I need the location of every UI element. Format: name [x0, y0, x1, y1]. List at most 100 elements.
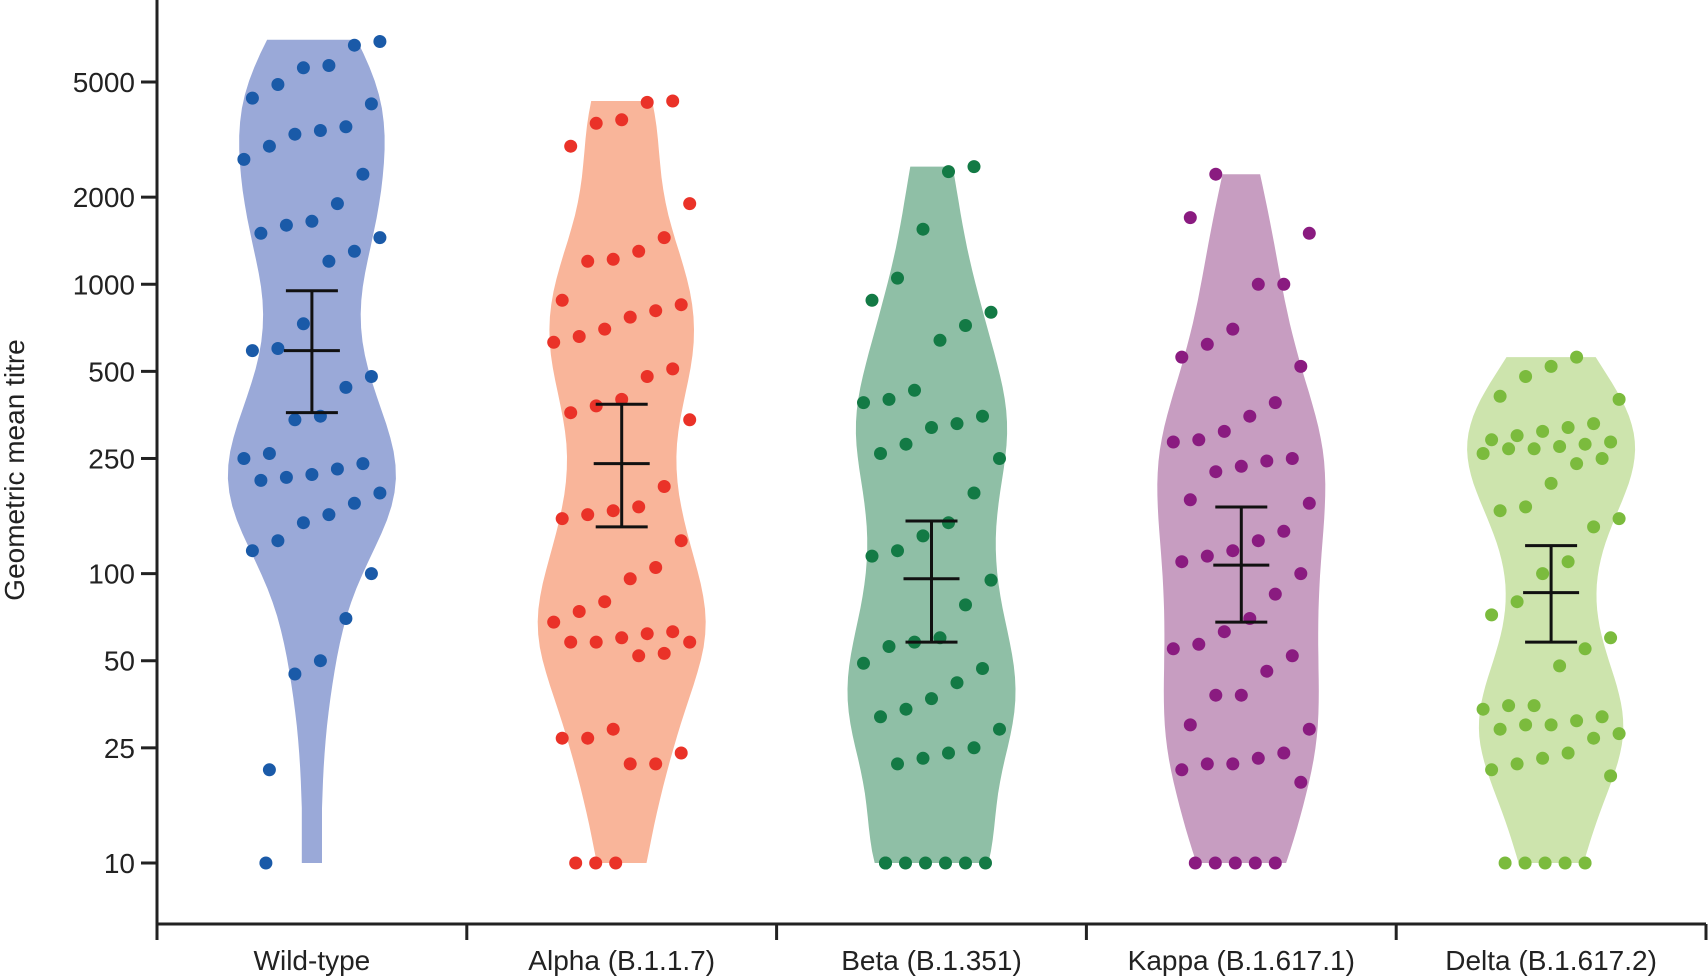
data-point	[1248, 856, 1262, 870]
y-ticks: 10 25 50 100 250 500 1000 2000 5000	[73, 67, 157, 879]
data-point	[1183, 493, 1197, 507]
data-point	[288, 127, 302, 141]
data-point	[555, 293, 569, 307]
data-point	[1519, 500, 1533, 514]
data-point	[296, 516, 310, 530]
y-tick-label: 250	[88, 443, 135, 474]
data-point	[606, 504, 620, 518]
data-point	[1536, 751, 1550, 765]
data-point	[959, 319, 972, 332]
data-point	[1485, 763, 1499, 777]
data-point	[1544, 718, 1558, 732]
data-point	[891, 271, 904, 285]
data-point	[1217, 424, 1231, 438]
data-point	[330, 197, 344, 211]
y-tick-label: 5000	[73, 67, 135, 98]
data-point	[254, 473, 268, 487]
data-point	[1485, 608, 1499, 622]
data-point	[649, 304, 663, 318]
data-point	[1175, 350, 1189, 364]
data-point	[1228, 856, 1242, 870]
data-point	[254, 226, 268, 240]
data-point	[555, 731, 569, 745]
data-point	[1570, 350, 1584, 364]
data-point	[925, 421, 938, 434]
data-point	[547, 615, 561, 629]
data-point	[1553, 440, 1567, 453]
data-point	[666, 362, 680, 376]
data-point	[262, 447, 276, 460]
data-point	[1200, 757, 1214, 771]
data-point	[364, 567, 378, 581]
data-point	[1192, 637, 1206, 651]
x-tick-label: Wild-type	[254, 945, 371, 976]
data-point	[1527, 442, 1541, 456]
data-point	[1277, 277, 1291, 291]
data-point	[1209, 167, 1223, 181]
data-point	[1553, 659, 1567, 673]
data-point	[1251, 751, 1265, 765]
data-point	[1209, 465, 1223, 479]
data-point	[891, 757, 904, 771]
error-bar-layer	[283, 289, 1580, 644]
data-point	[373, 486, 387, 500]
data-point	[288, 667, 302, 681]
data-point	[984, 573, 998, 587]
data-point	[899, 437, 913, 451]
data-point	[967, 486, 981, 500]
data-point	[683, 635, 697, 649]
data-point	[657, 646, 671, 660]
data-point	[245, 544, 259, 558]
data-point	[623, 572, 637, 586]
data-point	[373, 35, 387, 48]
data-point	[1302, 226, 1316, 240]
data-point	[364, 97, 378, 111]
data-point	[623, 757, 637, 771]
data-point	[1510, 595, 1524, 609]
data-point	[347, 496, 361, 510]
data-point	[271, 534, 285, 548]
y-tick-label: 50	[104, 646, 135, 677]
data-point	[245, 344, 259, 358]
data-point	[908, 383, 921, 397]
data-point	[632, 244, 646, 258]
data-point	[1277, 746, 1291, 760]
data-point	[1558, 856, 1572, 870]
violin-3	[847, 166, 1016, 864]
data-point	[288, 413, 302, 427]
data-point	[1209, 688, 1223, 702]
dot-layer	[237, 35, 1626, 870]
data-point	[589, 856, 603, 870]
data-point	[919, 856, 932, 870]
y-tick-label: 100	[88, 559, 135, 590]
data-point	[572, 605, 586, 618]
data-point	[1544, 476, 1558, 490]
data-point	[237, 152, 251, 166]
data-point	[1612, 512, 1626, 526]
data-point	[271, 78, 285, 91]
data-point	[925, 692, 938, 706]
violin-layer	[227, 39, 1636, 864]
data-point	[1285, 649, 1299, 663]
data-point	[615, 113, 629, 127]
data-point	[259, 856, 273, 870]
y-tick-label: 25	[104, 733, 135, 764]
data-point	[976, 409, 989, 423]
y-axis-label: Geometric mean titre	[0, 339, 30, 600]
data-point	[942, 516, 955, 530]
data-point	[279, 218, 293, 232]
data-point	[882, 392, 896, 406]
data-point	[640, 370, 654, 383]
data-point	[615, 631, 629, 645]
data-point	[657, 480, 671, 493]
data-point	[1285, 452, 1299, 465]
data-point	[959, 856, 972, 870]
data-point	[339, 120, 353, 134]
data-point	[1519, 370, 1533, 383]
data-point	[364, 370, 378, 383]
data-point	[865, 293, 879, 307]
data-point	[1485, 433, 1499, 447]
x-ticks: Wild-type Alpha (B.1.1.7) Beta (B.1.351) Ka…	[155, 924, 1708, 976]
data-point	[1612, 727, 1626, 741]
data-point	[1536, 567, 1550, 581]
